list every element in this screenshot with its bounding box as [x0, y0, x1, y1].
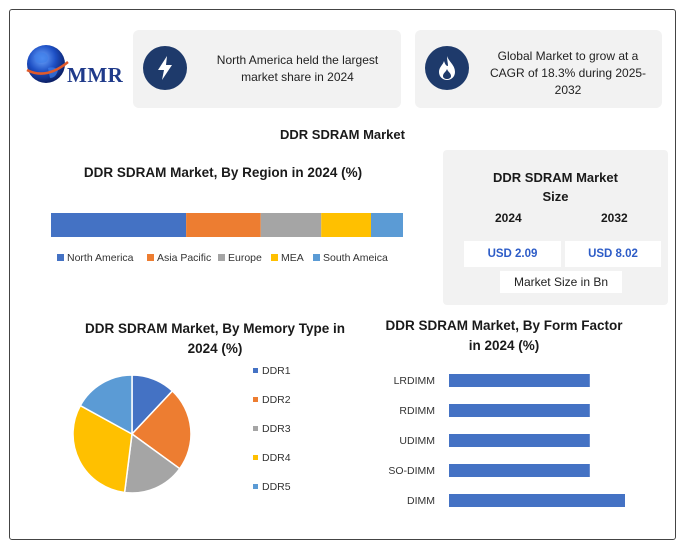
year-end: 2032: [601, 211, 628, 225]
region-legend-label-3: MEA: [281, 252, 304, 264]
form-factor-bar-chart: LRDIMM RDIMM UDIMM SO-DIMM DIMM: [388, 374, 625, 507]
pie-legend-label-3: DDR4: [262, 452, 291, 464]
lightning-icon: [143, 46, 187, 90]
region-legend-swatch-4: [313, 254, 320, 261]
region-legend-swatch-3: [271, 254, 278, 261]
region-bar-segment-2: [260, 213, 322, 237]
market-size-title: DDR SDRAM Market Size: [493, 170, 618, 204]
logo-text: MMR: [67, 63, 124, 87]
form-factor-bar-dimm: [449, 494, 625, 507]
form-factor-label-lrdimm: LRDIMM: [394, 375, 435, 387]
pie-legend-swatch-4: [253, 484, 258, 489]
pie-legend-swatch-0: [253, 368, 258, 373]
highlight-text-cagr: Global Market to grow at a CAGR of 18.3%…: [489, 49, 647, 97]
value-end: USD 8.02: [565, 241, 661, 267]
pie-legend-label-4: DDR5: [262, 481, 291, 493]
year-start: 2024: [495, 211, 522, 225]
memory-chart-title: DDR SDRAM Market, By Memory Type in 2024…: [84, 321, 346, 356]
form-factor-label-dimm: DIMM: [407, 495, 435, 507]
form-factor-bar-rdimm: [449, 404, 590, 417]
form-factor-bar-udimm: [449, 434, 590, 447]
form-factor-bar-lrdimm: [449, 374, 590, 387]
region-legend-label-1: Asia Pacific: [157, 252, 211, 264]
region-legend-swatch-2: [218, 254, 225, 261]
pie-legend-swatch-3: [253, 455, 258, 460]
form-factor-label-rdimm: RDIMM: [399, 405, 435, 417]
pie-legend-label-0: DDR1: [262, 365, 291, 377]
region-legend-label-2: Europe: [228, 252, 262, 264]
mmr-globe-logo: [26, 45, 69, 83]
infographic-frame: [9, 9, 676, 540]
value-start: USD 2.09: [464, 241, 561, 267]
region-bar-segment-3: [321, 213, 371, 237]
region-chart-title: DDR SDRAM Market, By Region in 2024 (%): [83, 165, 363, 180]
region-bar-segment-0: [51, 213, 187, 237]
form-factor-label-udimm: UDIMM: [399, 435, 435, 447]
region-bar-segment-1: [186, 213, 261, 237]
form-factor-label-so-dimm: SO-DIMM: [388, 465, 435, 477]
pie-legend-label-1: DDR2: [262, 394, 291, 406]
main-title: DDR SDRAM Market: [280, 127, 405, 142]
pie-legend-label-2: DDR3: [262, 423, 291, 435]
market-size-unit: Market Size in Bn: [500, 271, 622, 293]
highlight-card-share: North America held the largest market sh…: [133, 30, 401, 108]
memory-type-pie-chart: DDR1 DDR2 DDR3 DDR4 DDR5: [72, 365, 291, 494]
pie-legend-swatch-1: [253, 397, 258, 402]
region-legend-label-4: South Ameica: [323, 252, 388, 264]
highlight-card-cagr: Global Market to grow at a CAGR of 18.3%…: [415, 30, 662, 108]
region-legend-swatch-1: [147, 254, 154, 261]
region-bar-segment-4: [371, 213, 403, 237]
region-legend-swatch-0: [57, 254, 64, 261]
flame-icon: [425, 46, 469, 90]
form-factor-chart-title: DDR SDRAM Market, By Form Factor in 2024…: [385, 318, 623, 353]
pie-slice-ddr5: [79, 374, 133, 436]
form-factor-bar-so-dimm: [449, 464, 590, 477]
pie-slice-ddr3: [123, 432, 181, 494]
pie-legend-swatch-2: [253, 426, 258, 431]
highlight-text-share: North America held the largest market sh…: [216, 53, 379, 84]
pie-slice-ddr2: [130, 389, 192, 470]
market-size-card: DDR SDRAM Market Size 2024 2032 USD 2.09…: [443, 150, 668, 305]
region-legend-label-0: North America: [67, 252, 134, 264]
pie-slice-ddr4: [72, 404, 133, 494]
region-stacked-bar-chart: North America Asia Pacific Europe MEA South …: [51, 213, 403, 264]
